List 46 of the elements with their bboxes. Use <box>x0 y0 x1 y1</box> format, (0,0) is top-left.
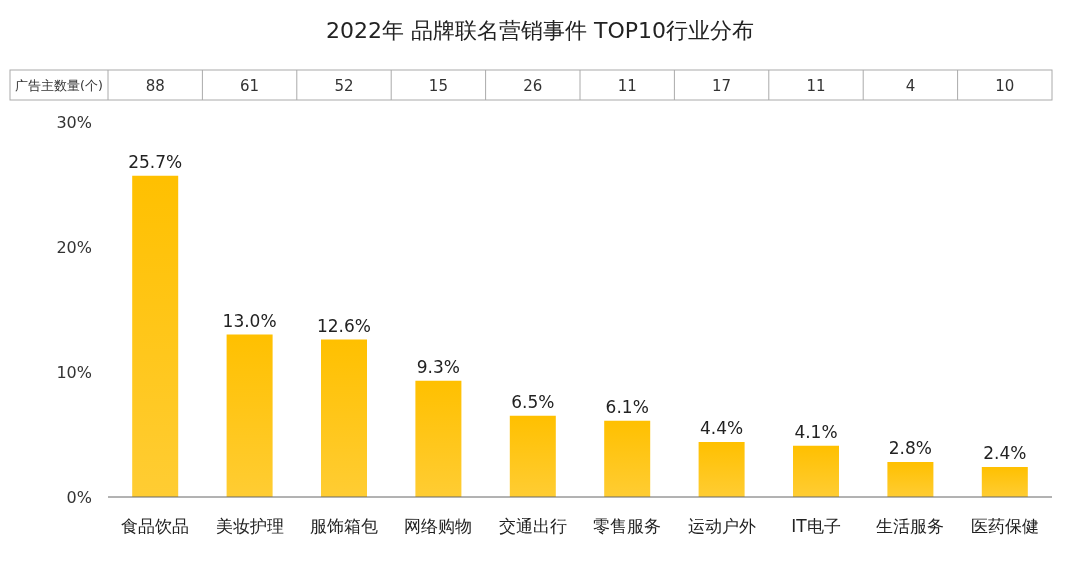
data-label: 61 <box>240 77 260 95</box>
data-label: 15 <box>428 77 448 95</box>
text: 广告主数量(个) <box>15 78 103 93</box>
bar <box>793 445 839 497</box>
data-label: 12.6% <box>316 315 372 336</box>
bar <box>887 462 934 497</box>
y-tick-label: 20% <box>56 238 92 257</box>
bar <box>509 415 556 497</box>
bar <box>698 442 745 497</box>
data-label: 2.4% <box>983 443 1027 463</box>
x-tick-label: 医药保健 <box>970 516 1039 536</box>
data-label: 26 <box>523 77 543 95</box>
x-tick-label: 运动户外 <box>687 516 756 536</box>
data-label: 25.7% <box>128 151 183 172</box>
data-label: 4.1% <box>794 421 838 442</box>
x-tick-label: 服饰箱包 <box>310 516 378 536</box>
text: 2022年 品牌联名营销事件 TOP10行业分布 <box>326 18 754 43</box>
y-tick-label: 10% <box>56 363 92 382</box>
x-tick-label: 零售服务 <box>593 516 662 536</box>
data-label: 52 <box>334 77 354 95</box>
data-label: 4.4% <box>700 418 744 438</box>
data-label: 6.1% <box>605 396 649 417</box>
data-label: 6.5% <box>511 391 555 412</box>
bar <box>604 420 651 497</box>
bar <box>981 467 1028 497</box>
data-label: 11 <box>617 77 637 95</box>
bar <box>132 175 179 497</box>
data-label: 11 <box>806 77 826 95</box>
data-label: 88 <box>145 77 165 95</box>
bar <box>415 380 462 497</box>
data-label: 4 <box>905 77 916 95</box>
x-tick-label: 美妆护理 <box>215 516 284 536</box>
data-label: 17 <box>712 77 732 95</box>
data-label: 10 <box>995 77 1015 95</box>
y-tick-label: 30% <box>56 113 92 132</box>
data-label: 9.3% <box>416 356 460 377</box>
data-label: 13.0% <box>222 310 277 331</box>
y-tick-label: 0% <box>66 488 92 507</box>
bar <box>226 334 273 497</box>
x-tick-label: IT电子 <box>791 516 841 536</box>
bar <box>321 339 367 497</box>
x-tick-label: 交通出行 <box>498 516 567 536</box>
x-tick-label: 食品饮品 <box>121 516 190 536</box>
x-tick-label: 生活服务 <box>876 516 945 536</box>
data-label: 2.8% <box>888 438 932 458</box>
x-tick-label: 网络购物 <box>404 516 473 536</box>
